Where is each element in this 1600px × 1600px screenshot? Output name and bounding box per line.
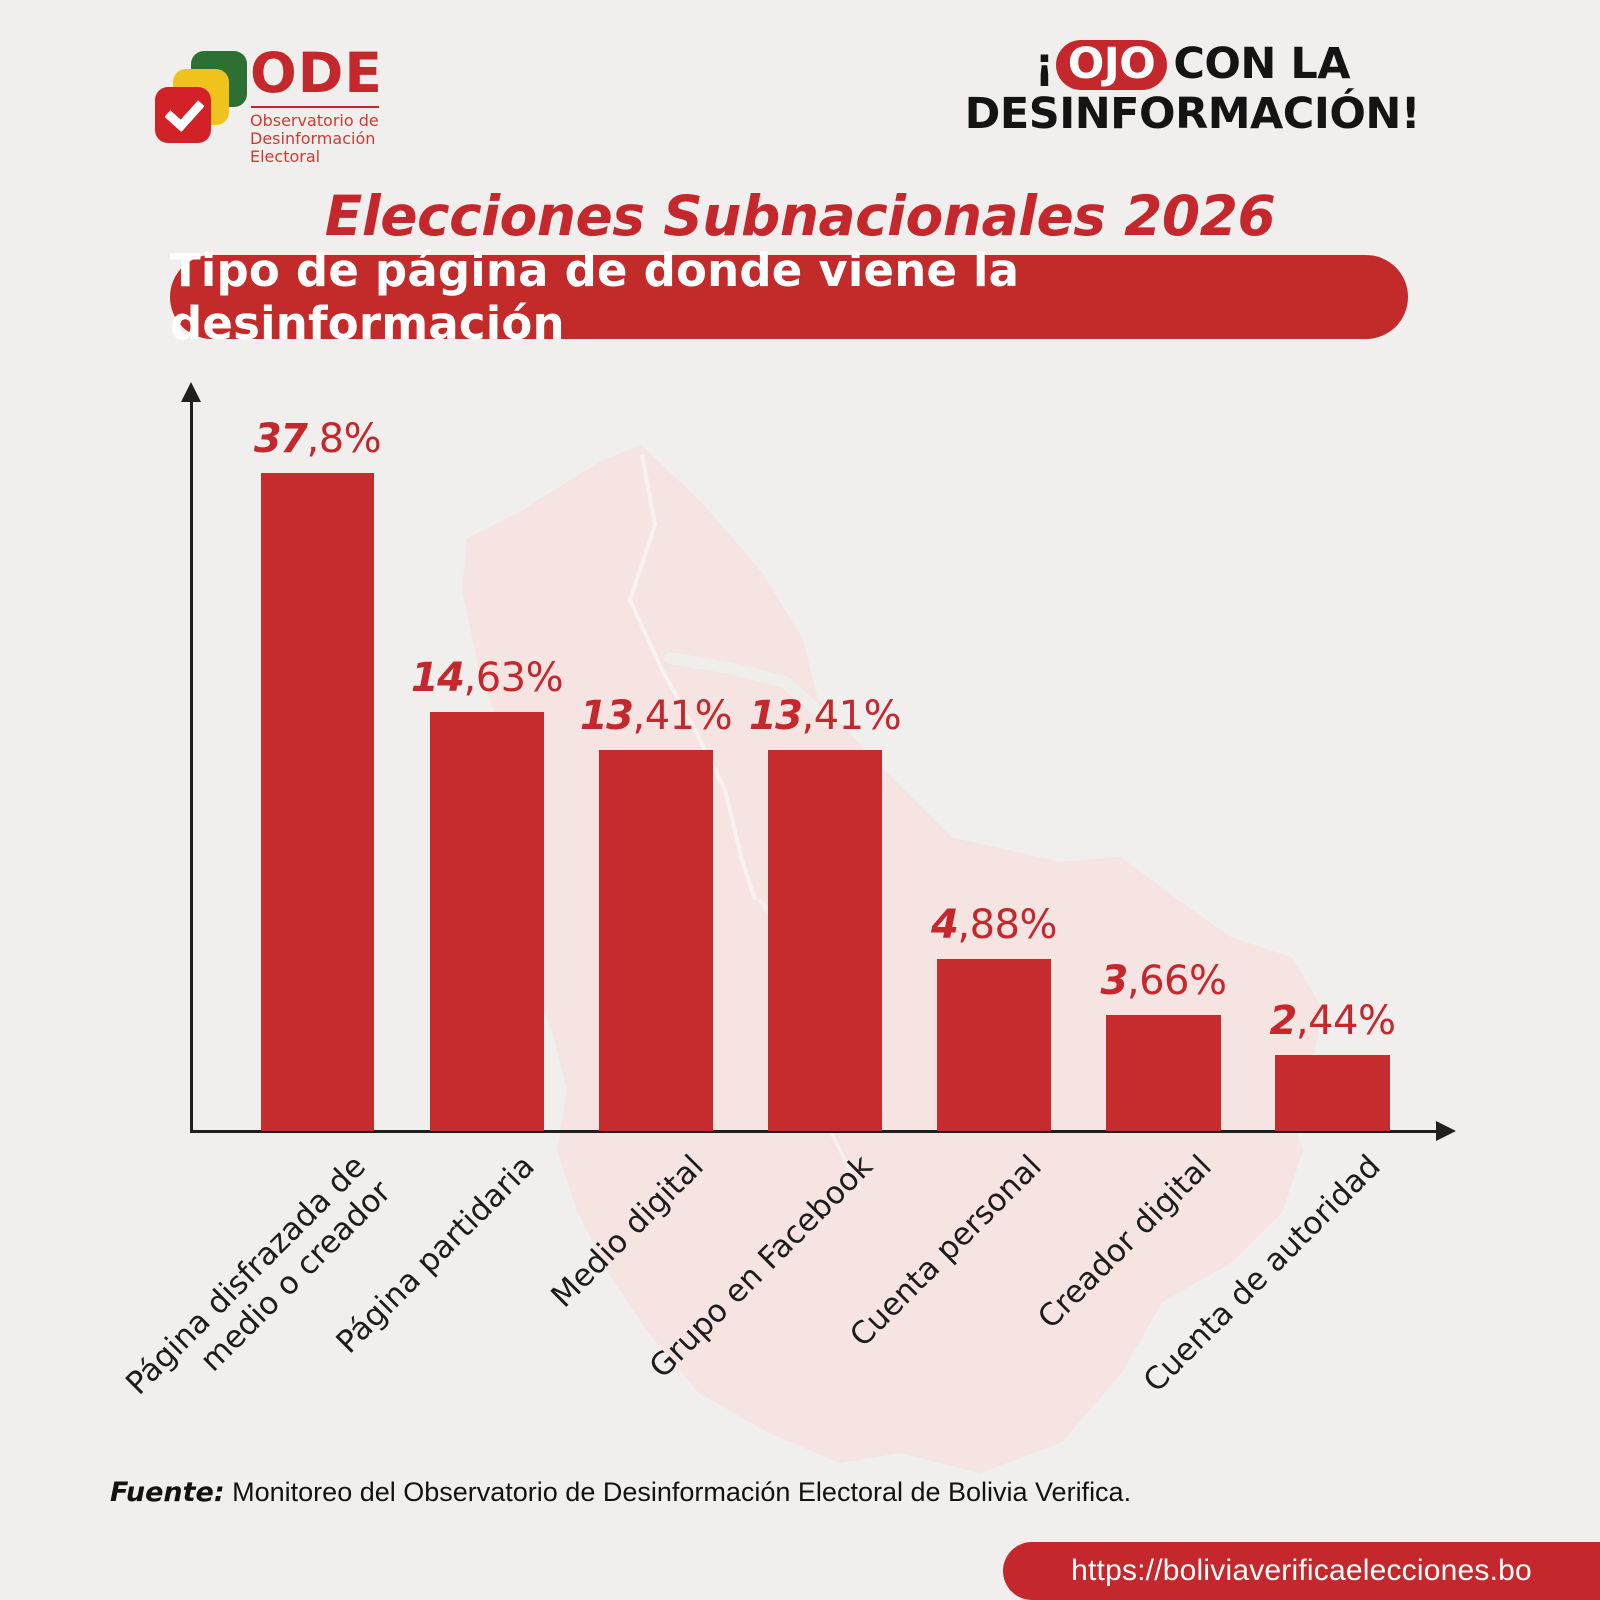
- x-axis-category-label: Página disfrazada de medio o creador: [118, 1148, 398, 1402]
- x-axis-category-label: Cuenta de autoridad: [1136, 1148, 1388, 1400]
- ode-acronym: ODE: [250, 41, 383, 105]
- ode-logo-text: ODE Observatorio de Desinformación Elect…: [250, 46, 383, 166]
- y-axis-arrow-icon: [181, 382, 201, 402]
- y-axis: [190, 400, 193, 1131]
- bar-value-label: 2,44%: [1269, 998, 1396, 1044]
- bar: [261, 473, 374, 1131]
- ode-subtitle-line: Electoral: [250, 146, 321, 166]
- ojo-highlight-text: OJO: [1067, 39, 1156, 89]
- ojo-exclaim: ¡: [1034, 39, 1055, 89]
- bar-value-label: 4,88%: [931, 902, 1057, 948]
- ojo-logo-line2: DESINFORMACIÓN!: [964, 89, 1421, 140]
- x-axis-category-label: Creador digital: [1030, 1148, 1219, 1336]
- ojo-logo-line1: ¡ OJO CON LA: [965, 39, 1420, 91]
- ode-subtitle-line: Desinformación: [250, 128, 376, 148]
- bar-value-label: 13,41%: [748, 693, 902, 739]
- ode-subtitle-line: Observatorio de: [250, 111, 379, 130]
- bar-value-label: 13,41%: [579, 693, 733, 739]
- source-text: Monitoreo del Observatorio de Desinforma…: [224, 1477, 1132, 1507]
- bar: [1275, 1055, 1390, 1131]
- bar: [937, 959, 1051, 1131]
- x-axis-arrow-icon: [1436, 1121, 1456, 1141]
- page-title: Elecciones Subnacionales 2026: [324, 184, 1276, 248]
- bar-value-label: 37,8%: [253, 416, 382, 462]
- ode-rule: [251, 106, 379, 108]
- ojo-highlight-pill: OJO: [1055, 39, 1168, 91]
- source-label: Fuente:: [110, 1477, 225, 1508]
- bar-value-label: 14,63%: [410, 655, 564, 701]
- ojo-desinformacion-logo: ¡ OJO CON LA DESINFORMACIÓN!: [964, 39, 1421, 140]
- ode-logo-red-square: [155, 87, 211, 143]
- checkmark-icon: [164, 90, 205, 133]
- website-url-pill[interactable]: https://boliviaverificaelecciones.bo: [1003, 1542, 1600, 1600]
- x-axis-category-label: Grupo en Facebook: [642, 1148, 880, 1386]
- bar-value-label: 3,66%: [1100, 958, 1227, 1004]
- x-axis: [190, 1130, 1440, 1133]
- website-url: https://boliviaverificaelecciones.bo: [1071, 1554, 1532, 1587]
- x-axis-category-label: Medio digital: [544, 1148, 711, 1315]
- ode-subtitle: Observatorio de Desinformación Electoral: [250, 112, 383, 166]
- bar: [768, 750, 882, 1131]
- chart-title-banner-text: Tipo de página de donde viene la desinfo…: [170, 244, 1020, 350]
- source-note: Fuente: Monitoreo del Observatorio de De…: [110, 1477, 1131, 1508]
- ode-logo: ODE Observatorio de Desinformación Elect…: [153, 40, 413, 165]
- bar: [1106, 1015, 1221, 1131]
- ojo-line1-rest: CON LA: [1173, 39, 1351, 89]
- chart-title-banner: Tipo de página de donde viene la desinfo…: [170, 244, 1408, 350]
- x-axis-category-label: Cuenta personal: [843, 1148, 1049, 1354]
- bar: [599, 750, 713, 1131]
- bar: [430, 712, 544, 1131]
